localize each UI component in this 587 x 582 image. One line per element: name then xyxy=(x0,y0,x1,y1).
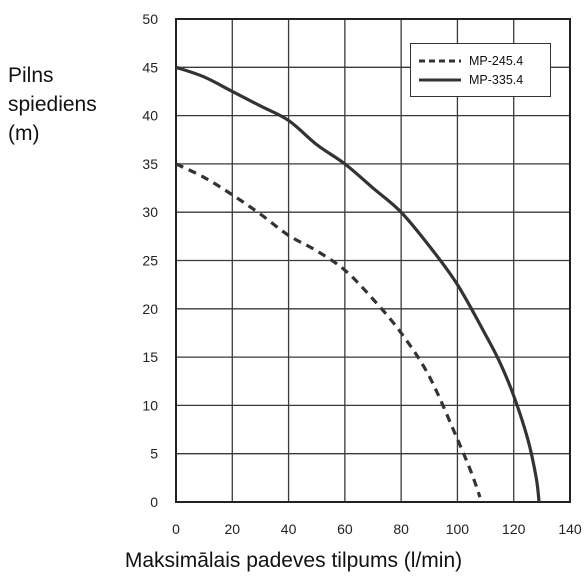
legend-swatch-dashed xyxy=(419,59,461,63)
y-tick-label: 30 xyxy=(142,204,158,220)
x-tick-label: 140 xyxy=(558,521,582,537)
plot-frame xyxy=(175,18,571,503)
x-axis-label: Maksimālais padeves tilpums (l/min) xyxy=(124,549,463,572)
y-tick-label: 35 xyxy=(142,156,158,172)
y-tick-label: 50 xyxy=(142,11,158,27)
x-tick-label: 20 xyxy=(224,521,240,537)
x-tick-label: 60 xyxy=(337,521,353,537)
y-axis-label-line-1: Pilns xyxy=(8,64,54,87)
legend-entry-mp-335-4: MP-335.4 xyxy=(419,71,523,89)
y-tick-label: 40 xyxy=(142,108,158,124)
legend-label: MP-335.4 xyxy=(469,73,524,87)
series-line-mp-335-4 xyxy=(175,65,541,503)
y-tick-label: 20 xyxy=(142,301,158,317)
x-tick-label: 80 xyxy=(393,521,409,537)
y-tick-label: 0 xyxy=(150,494,158,510)
x-tick-label: 120 xyxy=(502,521,526,537)
x-tick-label: 100 xyxy=(446,521,470,537)
y-axis-label-line-2: spiediens xyxy=(8,93,97,116)
x-tick-label: 40 xyxy=(281,521,297,537)
y-axis-label-line-3: (m) xyxy=(8,122,40,145)
y-tick-label: 5 xyxy=(150,446,158,462)
legend-entry-mp-245-4: MP-245.4 xyxy=(419,52,523,70)
y-tick-label: 10 xyxy=(142,397,158,413)
y-tick-label: 15 xyxy=(142,349,158,365)
x-tick-label: 0 xyxy=(172,521,180,537)
legend: MP-245.4 MP-335.4 xyxy=(410,43,551,97)
legend-swatch-solid xyxy=(419,78,461,82)
legend-label: MP-245.4 xyxy=(469,54,524,68)
y-tick-label: 45 xyxy=(142,59,158,75)
y-tick-label: 25 xyxy=(142,253,158,269)
series-line-mp-245-4 xyxy=(175,162,482,498)
